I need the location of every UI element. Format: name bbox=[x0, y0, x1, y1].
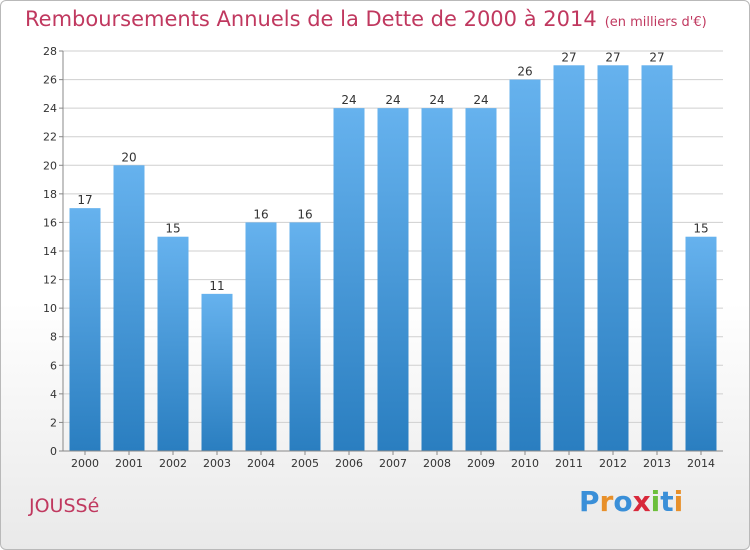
logo-letter: i bbox=[673, 485, 684, 518]
data-label: 24 bbox=[429, 93, 444, 107]
x-tick-label: 2011 bbox=[555, 457, 583, 470]
bar-layer bbox=[69, 65, 717, 452]
bar bbox=[69, 208, 101, 451]
data-label: 15 bbox=[693, 222, 708, 236]
y-tick-label: 4 bbox=[50, 388, 57, 401]
data-label: 16 bbox=[253, 207, 268, 221]
data-label: 24 bbox=[341, 93, 356, 107]
bar bbox=[685, 236, 717, 451]
data-label: 17 bbox=[77, 193, 92, 207]
logo-letter: x bbox=[632, 485, 651, 518]
bar bbox=[641, 65, 673, 452]
y-tick-label: 0 bbox=[50, 445, 57, 458]
logo-letter: r bbox=[599, 485, 614, 518]
data-label: 24 bbox=[385, 93, 400, 107]
chart-title: Remboursements Annuels de la Dette de 20… bbox=[25, 7, 707, 31]
y-tick-label: 20 bbox=[43, 159, 57, 172]
x-tick-label: 2012 bbox=[599, 457, 627, 470]
bar bbox=[289, 222, 321, 451]
x-tick-label: 2000 bbox=[71, 457, 99, 470]
bar bbox=[553, 65, 585, 452]
x-tick-label: 2014 bbox=[687, 457, 715, 470]
logo-letter: o bbox=[613, 485, 633, 518]
y-tick-label: 10 bbox=[43, 302, 57, 315]
proxiti-logo: Proxiti bbox=[579, 485, 683, 518]
y-tick-label: 2 bbox=[50, 416, 57, 429]
bar bbox=[509, 79, 541, 452]
logo-letter: i bbox=[650, 485, 661, 518]
data-label: 16 bbox=[297, 207, 312, 221]
y-tick-label: 6 bbox=[50, 359, 57, 372]
data-label: 24 bbox=[473, 93, 488, 107]
x-tick-label: 2007 bbox=[379, 457, 407, 470]
y-tick-label: 24 bbox=[43, 102, 57, 115]
x-tick-label: 2003 bbox=[203, 457, 231, 470]
chart-unit: (en milliers d'€) bbox=[604, 15, 707, 30]
bar bbox=[201, 293, 233, 451]
y-tick-label: 16 bbox=[43, 216, 57, 229]
y-tick-label: 12 bbox=[43, 274, 57, 287]
x-tick-label: 2006 bbox=[335, 457, 363, 470]
y-tick-label: 26 bbox=[43, 74, 57, 87]
y-tick-label: 28 bbox=[43, 45, 57, 58]
data-label: 27 bbox=[561, 50, 576, 64]
bar bbox=[245, 222, 277, 451]
x-tick-label: 2013 bbox=[643, 457, 671, 470]
x-tick-label: 2001 bbox=[115, 457, 143, 470]
logo-letter: P bbox=[579, 485, 600, 518]
x-tick-label: 2002 bbox=[159, 457, 187, 470]
y-tick-label: 18 bbox=[43, 188, 57, 201]
bar bbox=[465, 108, 497, 452]
y-tick-label: 14 bbox=[43, 245, 57, 258]
bar bbox=[157, 236, 189, 451]
label-layer: 17 2000 20 2001 15 2002 11 2003 16 2004 16 2005 24 20… bbox=[71, 50, 715, 470]
data-label: 27 bbox=[605, 50, 620, 64]
data-label: 20 bbox=[121, 150, 136, 164]
bar bbox=[113, 165, 145, 452]
bar bbox=[377, 108, 409, 452]
town-name: JOUSSé bbox=[29, 495, 100, 517]
y-tick-label: 8 bbox=[50, 331, 57, 344]
chart-title-text: Remboursements Annuels de la Dette de 20… bbox=[25, 7, 597, 31]
x-tick-label: 2008 bbox=[423, 457, 451, 470]
bar bbox=[597, 65, 629, 452]
data-label: 15 bbox=[165, 222, 180, 236]
data-label: 27 bbox=[649, 50, 664, 64]
bar bbox=[333, 108, 365, 452]
bar bbox=[421, 108, 453, 452]
x-tick-label: 2005 bbox=[291, 457, 319, 470]
data-label: 11 bbox=[209, 279, 224, 293]
logo-letter: t bbox=[660, 485, 674, 518]
data-label: 26 bbox=[517, 65, 532, 79]
x-tick-label: 2010 bbox=[511, 457, 539, 470]
x-tick-label: 2004 bbox=[247, 457, 275, 470]
y-tick-label: 22 bbox=[43, 131, 57, 144]
x-tick-label: 2009 bbox=[467, 457, 495, 470]
